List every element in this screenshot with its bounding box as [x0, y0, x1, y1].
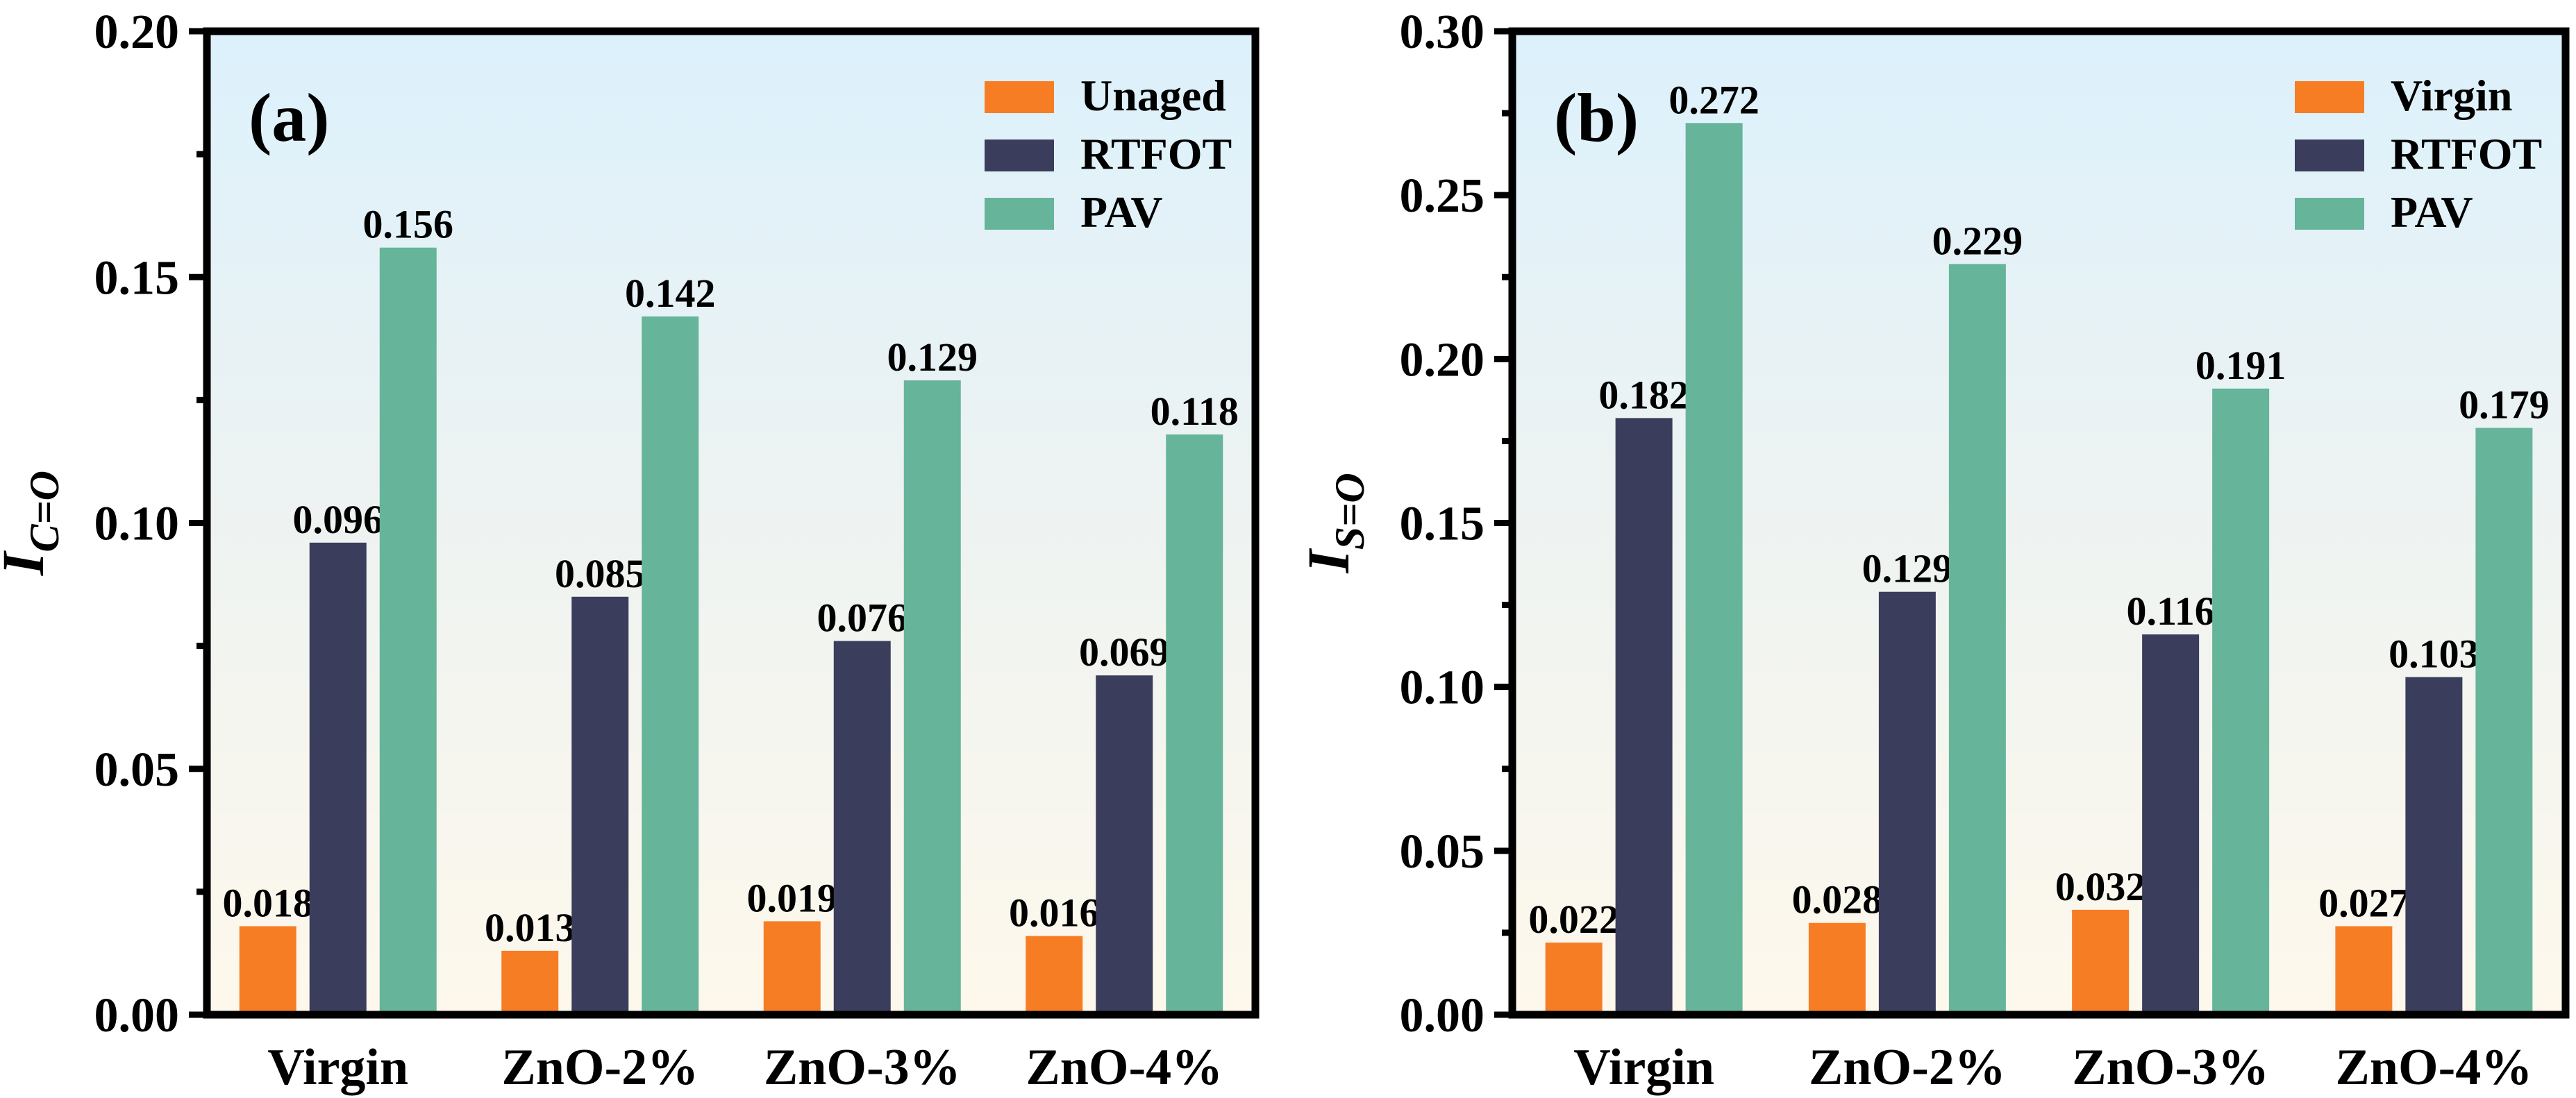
bar-rtfot-2 — [2142, 634, 2200, 1015]
bar-virgin-1 — [1808, 922, 1866, 1015]
legend-swatch-pav — [985, 198, 1054, 230]
y-tick-label: 0.15 — [1400, 498, 1485, 551]
legend-swatch-virgin — [2295, 81, 2364, 113]
data-label: 0.129 — [887, 335, 978, 380]
y-tick-label: 0.05 — [1400, 825, 1485, 879]
x-tick-label: Virgin — [1573, 1039, 1714, 1096]
x-tick-label: ZnO-4% — [2336, 1039, 2533, 1096]
legend-label: RTFOT — [2391, 129, 2542, 178]
data-label: 0.272 — [1668, 77, 1759, 122]
data-label: 0.076 — [817, 596, 908, 641]
bar-rtfot-3 — [1096, 675, 1153, 1015]
bar-pav-3 — [1166, 434, 1223, 1015]
y-tick-label: 0.05 — [94, 743, 180, 797]
bar-virgin-2 — [2072, 909, 2130, 1015]
y-tick-label: 0.00 — [94, 989, 180, 1042]
x-tick-label: ZnO-3% — [2072, 1039, 2269, 1096]
data-label: 0.118 — [1151, 389, 1239, 434]
data-label: 0.103 — [2389, 631, 2479, 676]
bar-unaged-0 — [239, 926, 296, 1015]
y-axis-label-main: I — [0, 550, 56, 576]
data-label: 0.096 — [293, 497, 384, 542]
data-label: 0.013 — [485, 905, 576, 950]
data-label: 0.028 — [1792, 877, 1883, 922]
data-label: 0.032 — [2055, 864, 2146, 909]
data-label: 0.085 — [555, 551, 646, 596]
legend-label: Virgin — [2391, 71, 2512, 120]
data-label: 0.016 — [1009, 890, 1100, 936]
y-tick-label: 0.10 — [1400, 661, 1485, 715]
data-label: 0.027 — [2318, 880, 2409, 925]
bar-rtfot-3 — [2405, 677, 2463, 1015]
bar-unaged-2 — [763, 921, 821, 1015]
y-tick-label: 0.20 — [94, 6, 180, 59]
y-tick-label: 0.20 — [1400, 333, 1485, 387]
x-tick-label: ZnO-3% — [764, 1039, 961, 1096]
bar-rtfot-0 — [1615, 418, 1673, 1015]
legend-label: RTFOT — [1080, 129, 1232, 178]
y-tick-label: 0.00 — [1400, 989, 1485, 1042]
bar-unaged-1 — [501, 950, 559, 1015]
x-tick-label: Virgin — [267, 1039, 408, 1096]
legend-swatch-rtfot — [2295, 140, 2364, 171]
y-tick-label: 0.25 — [1400, 169, 1485, 223]
bar-rtfot-1 — [571, 596, 629, 1015]
panel-label: (a) — [249, 79, 330, 156]
bar-pav-0 — [379, 247, 437, 1015]
bar-pav-2 — [903, 380, 961, 1015]
bar-pav-2 — [2212, 388, 2270, 1015]
y-tick-label: 0.30 — [1400, 6, 1485, 59]
bar-rtfot-0 — [309, 542, 367, 1015]
data-label: 0.022 — [1528, 897, 1619, 942]
data-label: 0.191 — [2196, 343, 2286, 388]
panel-label: (b) — [1554, 79, 1639, 156]
data-label: 0.116 — [2126, 589, 2214, 634]
bar-pav-0 — [1685, 123, 1743, 1015]
chart-panel-b: 0.022 0.028 0.032 0.027 0.182 0.129 0.116 0.103… — [1295, 6, 2570, 1096]
bar-virgin-3 — [2335, 926, 2393, 1015]
legend-swatch-unaged — [985, 81, 1054, 113]
y-axis-label: IC=O — [0, 471, 67, 576]
y-axis-label-subscript: S=O — [1327, 473, 1373, 550]
bar-rtfot-2 — [833, 641, 891, 1015]
data-label: 0.229 — [1932, 218, 2023, 263]
legend-label: PAV — [2391, 187, 2473, 237]
x-tick-label: ZnO-4% — [1026, 1039, 1223, 1096]
data-label: 0.069 — [1079, 630, 1170, 675]
y-tick-label: 0.10 — [94, 498, 180, 551]
chart-panel-a: 0.018 0.013 0.019 0.016 0.096 0.085 0.076 0.069… — [0, 6, 1260, 1096]
legend-swatch-rtfot — [985, 140, 1054, 171]
data-label: 0.182 — [1598, 372, 1689, 417]
bar-pav-3 — [2475, 428, 2533, 1015]
bar-pav-1 — [1948, 264, 2006, 1015]
bar-rtfot-1 — [1878, 591, 1936, 1015]
bar-pav-1 — [642, 316, 699, 1015]
legend-swatch-pav — [2295, 198, 2364, 230]
x-tick-label: ZnO-2% — [1809, 1039, 2006, 1096]
bar-unaged-3 — [1026, 936, 1083, 1015]
y-axis-label: IS=O — [1295, 473, 1373, 573]
data-label: 0.179 — [2459, 382, 2550, 428]
data-label: 0.142 — [625, 271, 716, 316]
bar-virgin-0 — [1545, 943, 1603, 1015]
y-tick-label: 0.15 — [94, 251, 180, 305]
legend-label: Unaged — [1080, 71, 1226, 120]
data-label: 0.156 — [363, 202, 454, 247]
legend-label: PAV — [1080, 187, 1163, 237]
data-label: 0.129 — [1862, 546, 1953, 591]
data-label: 0.019 — [747, 875, 838, 920]
x-tick-label: ZnO-2% — [501, 1039, 699, 1096]
y-axis-label-subscript: C=O — [22, 471, 67, 552]
data-label: 0.018 — [223, 880, 314, 925]
y-axis-label-main: I — [1295, 548, 1362, 574]
